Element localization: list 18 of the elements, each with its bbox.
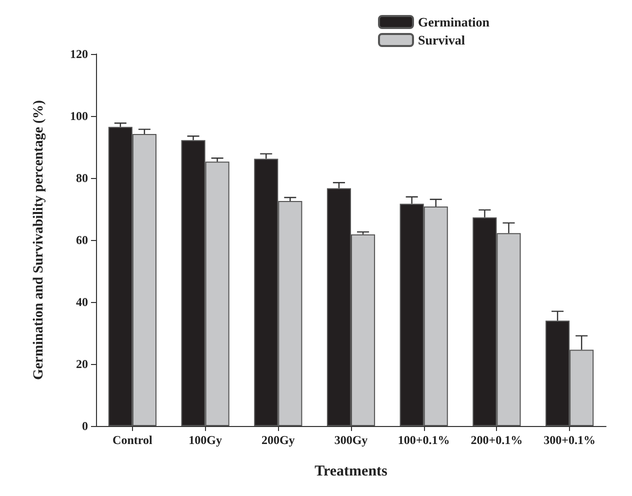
y-tick-label: 120 (70, 47, 88, 61)
y-tick-label: 20 (76, 357, 88, 371)
y-tick-label: 100 (70, 109, 88, 123)
y-tick-label: 0 (82, 419, 88, 433)
x-tick-label: 100Gy (188, 433, 222, 447)
y-axis-title: Germination and Survivability percentage (%) (32, 100, 46, 380)
y-tick-label: 60 (76, 233, 88, 247)
x-tick-label: 200Gy (261, 433, 295, 447)
legend-label: Germination (418, 14, 490, 30)
y-tick-label: 80 (76, 171, 88, 185)
x-axis-title: Treatments (314, 464, 388, 480)
legend-label: Survival (418, 32, 466, 48)
x-tick-label: 200+0.1% (470, 433, 523, 447)
x-tick-label: Control (112, 433, 153, 447)
y-tick-label: 40 (76, 295, 88, 309)
x-tick-label: 300+0.1% (544, 433, 596, 447)
x-tick-label: 300Gy (334, 433, 368, 447)
x-tick-label: 100+0.1% (398, 433, 450, 447)
